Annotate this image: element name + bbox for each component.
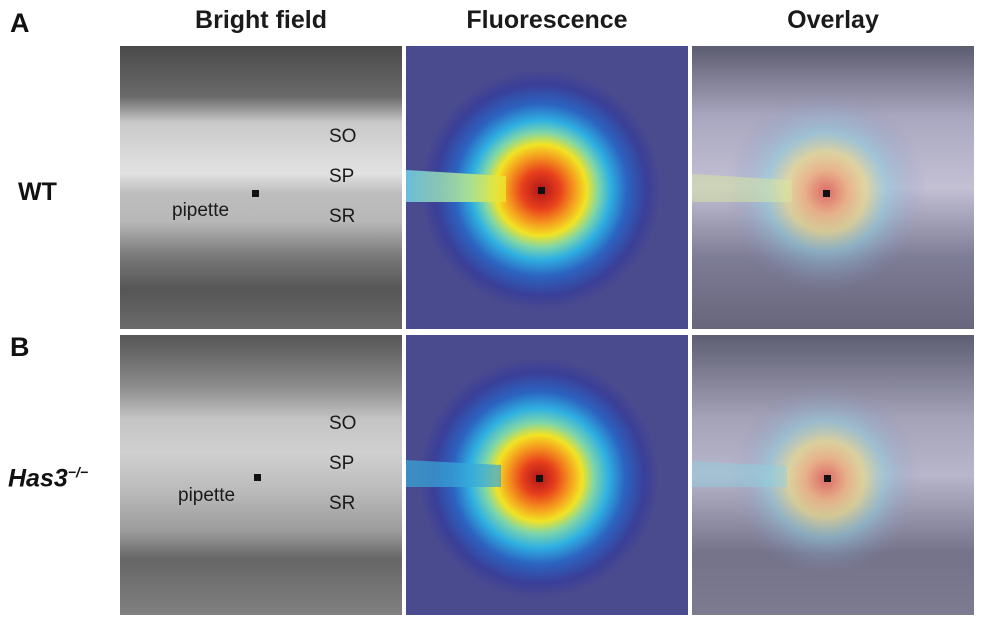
layer-label-sp: SP bbox=[329, 453, 355, 474]
bright-field-image-wt: SO SP SR pipette bbox=[120, 46, 402, 329]
overlay-image-has3-graphic bbox=[692, 335, 974, 615]
overlay-image-wt-graphic bbox=[692, 46, 974, 329]
layer-label-sp: SP bbox=[329, 166, 355, 187]
fluorescence-image-wt-graphic bbox=[406, 46, 688, 329]
row-label-has3: Has3−/− bbox=[8, 464, 88, 493]
row-label-has3-text: Has3 bbox=[8, 464, 68, 493]
column-title-bright-field: Bright field bbox=[195, 6, 327, 34]
overlay-image-has3 bbox=[692, 335, 974, 615]
layer-label-so: SO bbox=[329, 126, 357, 147]
layer-label-sr: SR bbox=[329, 206, 356, 227]
pipette-tip-marker bbox=[252, 190, 259, 197]
fluorescence-image-has3 bbox=[406, 335, 688, 615]
bright-field-image-has3-graphic bbox=[120, 335, 402, 615]
fluorescence-image-wt bbox=[406, 46, 688, 329]
row-label-has3-superscript: −/− bbox=[67, 464, 89, 480]
pipette-label: pipette bbox=[172, 200, 230, 221]
pipette-tip-marker bbox=[254, 474, 261, 481]
column-title-overlay: Overlay bbox=[787, 6, 879, 34]
overlay-image-wt bbox=[692, 46, 974, 329]
bright-field-image-has3: SO SP SR pipette bbox=[120, 335, 402, 615]
layer-label-sr: SR bbox=[329, 493, 356, 514]
panel-letter-b: B bbox=[10, 332, 30, 362]
row-label-wt: WT bbox=[18, 178, 57, 206]
pipette-label: pipette bbox=[178, 485, 236, 506]
bright-field-image-wt-graphic bbox=[120, 46, 402, 329]
layer-label-so: SO bbox=[329, 413, 357, 434]
column-title-fluorescence: Fluorescence bbox=[466, 6, 628, 34]
panel-letter-a: A bbox=[10, 8, 30, 38]
fluorescence-image-has3-graphic bbox=[406, 335, 688, 615]
